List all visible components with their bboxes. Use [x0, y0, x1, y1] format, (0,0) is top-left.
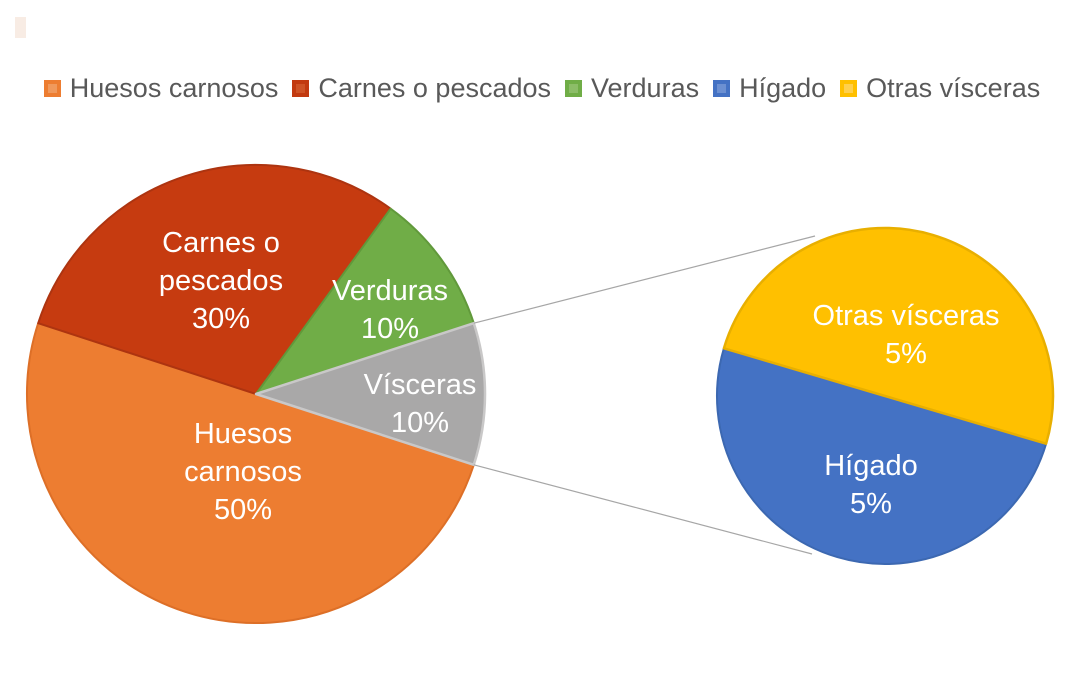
legend-item-carnes-o-pescados[interactable]: Carnes o pescados [292, 73, 551, 103]
label-visceras-line1: Vísceras [364, 369, 477, 401]
slice-carnes-o-pescados[interactable] [37, 163, 392, 395]
legend-item-huesos-carnosos[interactable]: Huesos carnosos [43, 73, 279, 103]
legend-swatch-green-icon [565, 79, 583, 97]
label-visceras-pct: 10% [391, 407, 449, 439]
legend-swatch-blue-icon [713, 79, 731, 97]
legend-label: Carnes o pescados [318, 73, 552, 103]
legend-item-higado[interactable]: Hígado [713, 73, 826, 103]
slice-visceras[interactable] [254, 321, 487, 467]
chart-legend: Huesos carnosos Carnes o pescados Verdur… [0, 73, 1084, 103]
slice-higado[interactable] [716, 347, 1048, 566]
primary-pie-labels: Carnes o pescados 30% Verduras 10% Vísce… [159, 227, 476, 526]
label-huesos-line2: carnosos [184, 456, 302, 488]
connector-line-bottom [473, 464, 813, 555]
label-carnes-line2: pescados [159, 265, 283, 297]
legend-label: Verduras [591, 73, 700, 103]
legend-label: Hígado [739, 73, 827, 103]
legend-item-verduras[interactable]: Verduras [565, 73, 699, 103]
legend-label: Otras vísceras [866, 73, 1041, 103]
label-higado-line1: Hígado [824, 450, 918, 482]
label-carnes-line1: Carnes o [162, 227, 280, 259]
legend-swatch-red-icon [292, 79, 310, 97]
legend-swatch-orange-icon [43, 79, 61, 97]
breakout-connectors [473, 235, 816, 555]
label-higado-pct: 5% [850, 488, 892, 520]
connector-line-top [473, 235, 816, 324]
label-huesos-line1: Huesos [194, 418, 292, 450]
secondary-pie [716, 226, 1055, 566]
legend-item-otras-visceras[interactable]: Otras vísceras [840, 73, 1040, 103]
label-otras-visceras-line1: Otras vísceras [813, 300, 1000, 332]
label-verduras-line1: Verduras [332, 275, 448, 307]
secondary-pie-labels: Otras vísceras 5% Hígado 5% [813, 300, 1000, 520]
faint-corner-artifact [15, 17, 26, 38]
slice-otras-visceras[interactable] [722, 226, 1055, 445]
label-otras-visceras-pct: 5% [885, 338, 927, 370]
slice-huesos-carnosos[interactable] [25, 322, 475, 625]
legend-label: Huesos carnosos [69, 73, 279, 103]
label-huesos-pct: 50% [214, 494, 272, 526]
primary-pie [25, 163, 487, 625]
slice-verduras[interactable] [255, 207, 475, 395]
label-carnes-pct: 30% [192, 303, 250, 335]
legend-swatch-yellow-icon [840, 79, 858, 97]
label-verduras-pct: 10% [361, 313, 419, 345]
